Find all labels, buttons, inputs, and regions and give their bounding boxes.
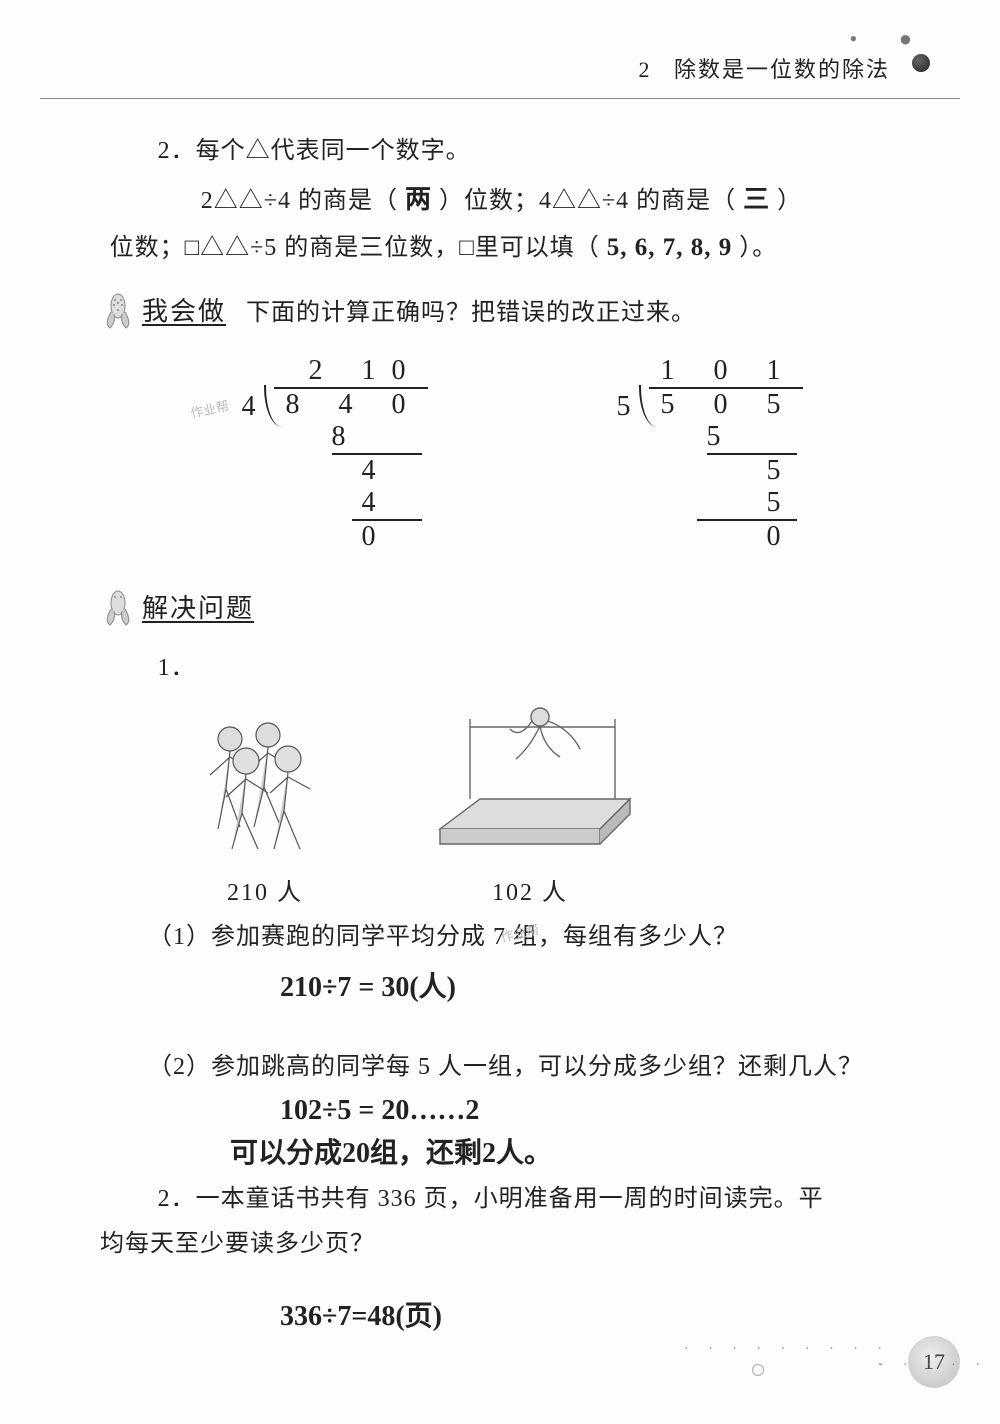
long-division-2: 1 0 1 5 5 0 5 5 5 5 0: [603, 355, 803, 553]
d2-divisor: 5: [617, 391, 631, 423]
chapter-name: 除数是一位数的除法: [674, 57, 890, 82]
footer-dots-icon: · · · · ·: [879, 1358, 988, 1374]
d1-s3: 4: [352, 487, 422, 521]
highjump-caption: 102 人: [420, 872, 640, 907]
d2-s2: 5: [767, 455, 797, 486]
chapter-title: 2 除数是一位数的除法: [638, 52, 890, 84]
q2-number: 2．: [158, 138, 196, 164]
q2-ans3: 5, 6, 7, 8, 9: [607, 234, 733, 261]
p1-q2: （2）参加跳高的同学每 5 人一组，可以分成多少组？还剩几人？: [148, 1045, 930, 1091]
header-divider: [40, 98, 960, 99]
page-header: • ● 2 除数是一位数的除法: [100, 40, 930, 90]
q2-ans2: 三: [743, 185, 770, 214]
runners-caption: 210 人: [190, 872, 340, 907]
header-dot-decor: • ●: [850, 26, 931, 52]
d1-dividend: 8 4 0: [274, 389, 428, 421]
long-division-row: 作业帮 2 10 4 8 4 0 8 4 4 0 1 0 1 5 5 0 5 5…: [140, 355, 890, 553]
d1-s1: 8: [332, 421, 422, 455]
d2-s3: 5: [697, 487, 797, 521]
p1-number: 1．: [158, 655, 196, 681]
d2-qh: 0: [714, 355, 744, 386]
p1-a2b: 可以分成20组，还剩2人。: [230, 1131, 930, 1171]
p2-text-b: 均每天至少要读多少页？: [100, 1222, 930, 1268]
division-bracket-icon: [639, 385, 659, 427]
watermark-1: 作业帮: [188, 395, 230, 422]
corn-icon: [100, 290, 136, 330]
q2-l2b: ）位数；4△△÷4 的商是（: [439, 188, 736, 214]
long-division-1: 作业帮 2 10 4 8 4 0 8 4 4 0: [228, 355, 428, 553]
section-check-label: 我会做: [142, 291, 226, 328]
p1-q1: （1）参加赛跑的同学平均分成 7 组，每组有多少人？: [148, 915, 930, 961]
p2-ans: 336÷7=48(页): [280, 1294, 930, 1334]
q2-ans1: 两: [405, 185, 432, 214]
q2-l3b: ）。: [739, 235, 777, 261]
chapter-number: 2: [638, 57, 651, 82]
d1-divisor: 4: [242, 391, 256, 423]
section-solve: 解决问题: [100, 587, 254, 627]
d2-dividend: 5 0 5: [649, 389, 803, 421]
header-bullet-icon: [912, 54, 930, 72]
d1-s2: 4: [362, 455, 392, 486]
q2-l3a: 位数；□△△÷5 的商是三位数，□里可以填（: [110, 235, 600, 261]
q2-l2a: 2△△÷4 的商是（: [201, 188, 398, 214]
runners-illustration: 210 人: [190, 709, 340, 907]
section-solve-label: 解决问题: [142, 588, 254, 625]
d2-s1: 5: [707, 421, 797, 455]
question-2: 2．每个△代表同一个数字。 2△△÷4 的商是（ 两 ）位数；4△△÷4 的商是…: [100, 129, 930, 272]
d2-qb: 1: [767, 355, 797, 386]
division-bracket-icon: [264, 385, 284, 427]
d1-s4: 0: [362, 521, 392, 552]
q2-l2c: ）: [777, 188, 802, 214]
illustration-row: 210 人 102 人: [190, 699, 930, 907]
q2-line1: 每个△代表同一个数字。: [196, 138, 471, 164]
d2-qa: 1: [661, 355, 691, 386]
d1-quot-hand: 0: [392, 355, 422, 386]
highjump-illustration: 102 人: [420, 699, 640, 907]
p2-text-a: 2．一本童话书共有 336 页，小明准备用一周的时间读完。平: [100, 1177, 930, 1223]
section-check-rest: 下面的计算正确吗？把错误的改正过来。: [246, 292, 696, 327]
footer-dots-icon: · · · · · · · · · ·: [660, 1342, 890, 1374]
page-footer: · · · · · · · · · · 17 · · · · ·: [660, 1336, 960, 1388]
d2-s4: 0: [767, 521, 797, 552]
section-check: 我会做 下面的计算正确吗？把错误的改正过来。: [100, 290, 696, 330]
corn-icon: [100, 587, 136, 627]
p1-a1: 210÷7 = 30(人): [280, 965, 930, 1005]
d1-quot-print: 2 1: [309, 355, 392, 386]
p1-a2a: 102÷5 = 20……2: [280, 1095, 930, 1127]
